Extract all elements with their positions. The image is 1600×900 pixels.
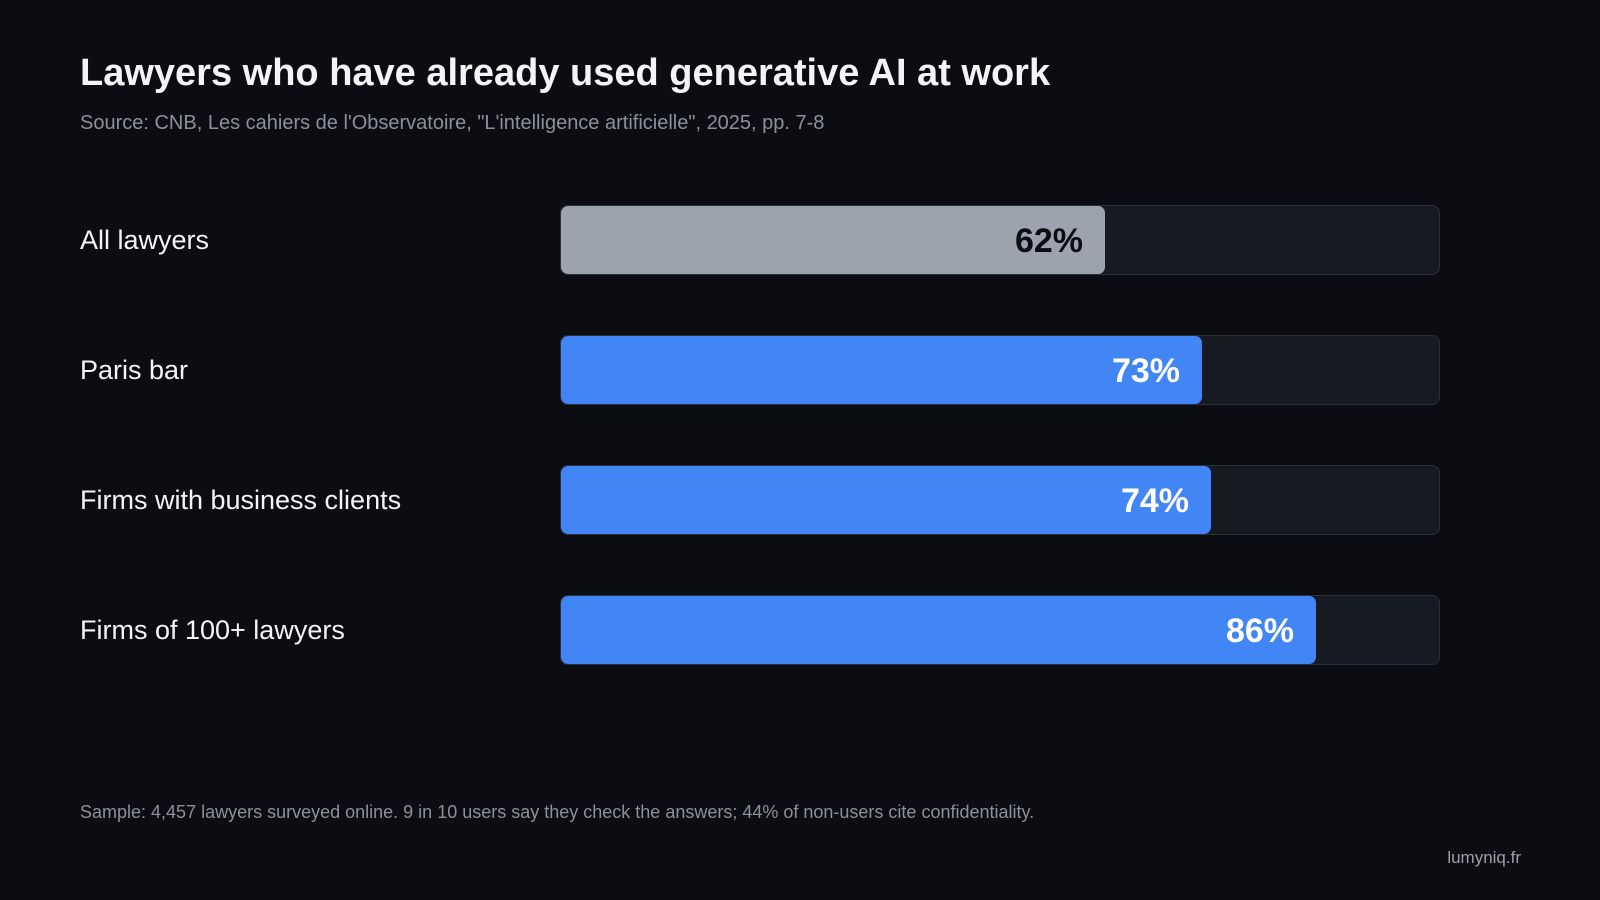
bar-value-label: 62%: [1014, 222, 1083, 260]
category-label: Firms of 100+ lawyers: [80, 615, 345, 645]
footnote: Sample: 4,457 lawyers surveyed online. 9…: [80, 802, 1035, 822]
bar-value-label: 74%: [1120, 482, 1189, 520]
bar: 62%: [561, 206, 1105, 274]
chart-title: Lawyers who have already used generative…: [80, 52, 1051, 94]
bar: 74%: [561, 466, 1211, 534]
brand-credit: lumyniq.fr: [1447, 848, 1521, 867]
bar-value-label: 86%: [1225, 612, 1294, 650]
bar: 73%: [561, 336, 1202, 404]
bar-row: Firms with business clients 74%: [0, 465, 1600, 535]
category-label: Paris bar: [80, 355, 189, 385]
bar-track: 86%: [560, 595, 1440, 665]
bar-row: Paris bar 73%: [0, 335, 1600, 405]
bar: 86%: [561, 596, 1316, 664]
bar-row: Firms of 100+ lawyers 86%: [0, 595, 1600, 665]
bar-track: 73%: [560, 335, 1440, 405]
bar-row: All lawyers 62%: [0, 205, 1600, 275]
category-label: Firms with business clients: [80, 485, 402, 515]
bar-track: 74%: [560, 465, 1440, 535]
bar-value-label: 73%: [1111, 352, 1180, 390]
chart-subtitle: Source: CNB, Les cahiers de l'Observatoi…: [80, 112, 825, 134]
category-label: All lawyers: [80, 225, 210, 255]
bar-track: 62%: [560, 205, 1440, 275]
